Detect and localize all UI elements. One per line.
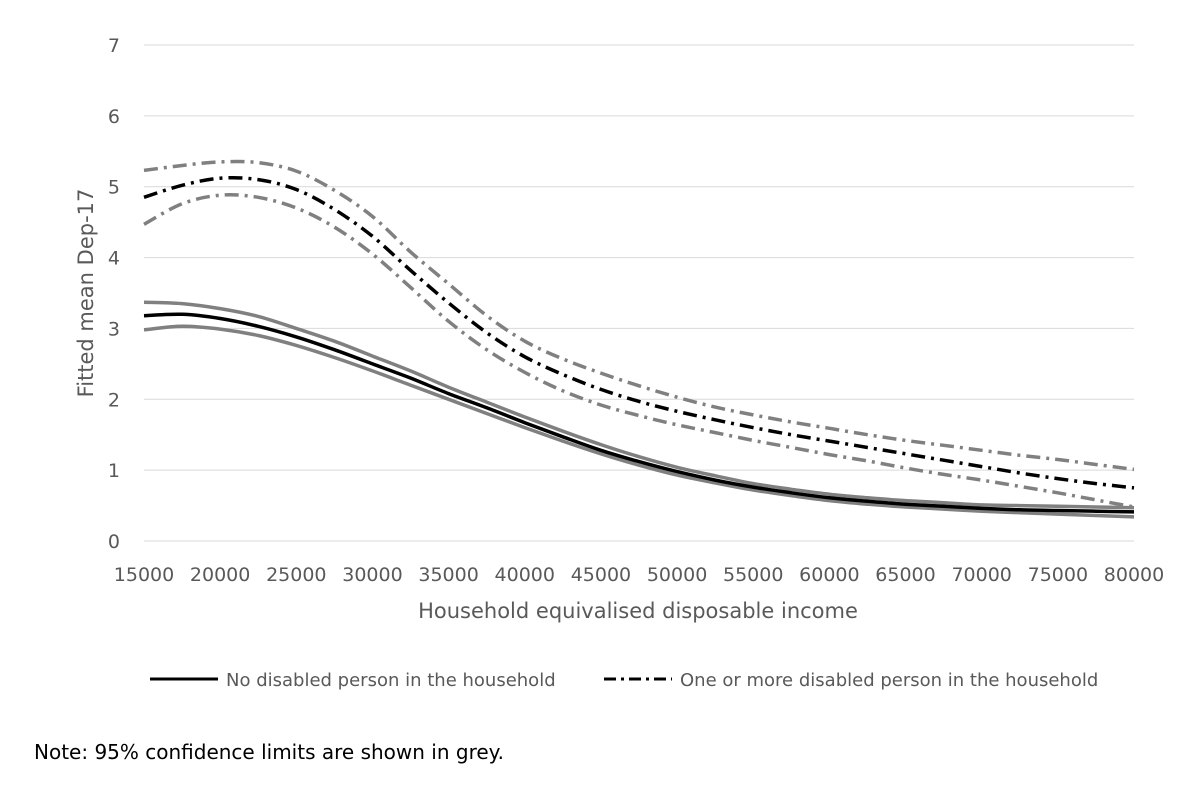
- series-1-line: [143, 175, 1135, 490]
- y-tick-label: 2: [108, 389, 120, 411]
- x-tick-label: 20000: [190, 564, 250, 586]
- series-0-line: [143, 312, 1135, 514]
- y-tick-label: 1: [108, 460, 120, 482]
- gridlines: [144, 44, 1134, 542]
- x-tick-label: 30000: [342, 564, 402, 586]
- series-lines: [143, 159, 1135, 519]
- legend: No disabled person in the household One …: [150, 670, 1098, 691]
- y-tick-label: 5: [108, 177, 120, 199]
- y-axis-title: Fitted mean Dep-17: [74, 189, 98, 398]
- x-tick-label: 75000: [1028, 564, 1088, 586]
- line-chart: 0 1 2 3 4 5 6 7 15000 20000 25000 30000 35000 40000 4…: [74, 35, 1164, 691]
- series-0-ci-lower: [143, 324, 1135, 519]
- legend-label-disabled: One or more disabled person in the house…: [680, 670, 1098, 691]
- y-tick-label: 4: [108, 248, 120, 270]
- x-tick-label: 70000: [951, 564, 1011, 586]
- x-tick-label: 65000: [875, 564, 935, 586]
- series-1-ci-lower: [143, 193, 1135, 509]
- x-tick-label: 25000: [266, 564, 326, 586]
- y-tick-label: 7: [108, 35, 120, 57]
- legend-label-no-disabled: No disabled person in the household: [226, 670, 556, 691]
- y-tick-label: 0: [108, 531, 120, 553]
- x-tick-label: 80000: [1104, 564, 1164, 586]
- x-tick-label: 35000: [418, 564, 478, 586]
- x-axis-title: Household equivalised disposable income: [418, 599, 858, 623]
- y-tick-label: 6: [108, 106, 120, 128]
- chart-note: Note: 95% confidence limits are shown in…: [34, 740, 504, 764]
- series-0-ci-upper: [143, 300, 1135, 510]
- x-tick-label: 45000: [571, 564, 631, 586]
- x-tick-label: 40000: [495, 564, 555, 586]
- series-1-ci-upper: [143, 159, 1135, 472]
- x-axis-ticks: 15000 20000 25000 30000 35000 40000 45000 50000…: [114, 564, 1164, 586]
- x-tick-label: 60000: [799, 564, 859, 586]
- y-tick-label: 3: [108, 318, 120, 340]
- x-tick-label: 55000: [723, 564, 783, 586]
- y-axis-ticks: 0 1 2 3 4 5 6 7: [108, 35, 120, 553]
- x-tick-label: 50000: [647, 564, 707, 586]
- x-tick-label: 15000: [114, 564, 174, 586]
